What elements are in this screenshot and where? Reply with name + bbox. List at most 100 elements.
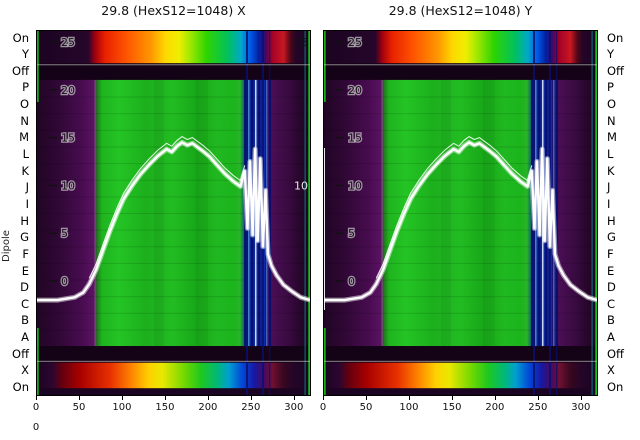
extra-zero-tick-label: 0: [32, 422, 40, 433]
row-label: Off: [12, 63, 29, 78]
row-label: G: [20, 230, 29, 245]
x-tick-mark: [207, 396, 209, 400]
row-label: P: [22, 80, 29, 95]
row-label: A: [607, 330, 615, 345]
row-label: X: [21, 363, 29, 378]
row-label: On: [12, 30, 29, 45]
row-label: N: [607, 113, 616, 128]
inner-y-tick-label: 25: [61, 36, 75, 49]
row-label: O: [607, 97, 617, 112]
x-tick-label: 150: [155, 402, 175, 413]
x-tick-label: 250: [528, 402, 548, 413]
row-label: N: [20, 113, 29, 128]
panel-title-x: 29.8 (HexS12=1048) X: [101, 3, 246, 18]
x-tick-label: 200: [198, 402, 218, 413]
row-label: F: [22, 246, 29, 261]
row-label: G: [607, 230, 616, 245]
x-tick-mark: [365, 396, 367, 400]
x-tick-mark: [121, 396, 123, 400]
row-label: I: [607, 196, 611, 211]
inner-y-tick-label: 20: [348, 84, 362, 97]
heatmap-image: 25 20 15 10 5 0: [323, 30, 598, 396]
row-label: L: [607, 147, 614, 162]
row-label: Off: [607, 346, 624, 361]
row-label: J: [607, 180, 611, 195]
x-tick-mark: [78, 396, 80, 400]
row-label: On: [607, 380, 624, 395]
overlay-curve-strand: [88, 136, 246, 279]
row-label: M: [19, 130, 29, 145]
row-label: Off: [12, 346, 29, 361]
row-label: K: [21, 163, 29, 178]
left-edge-white-line: [323, 148, 325, 310]
x-tick-label: 50: [359, 402, 373, 413]
row-label: M: [607, 130, 617, 145]
x-tick-mark: [408, 396, 410, 400]
row-label: I: [25, 196, 29, 211]
row-label: L: [22, 147, 29, 162]
x-tick-label: 300: [284, 402, 304, 413]
row-label: K: [607, 163, 615, 178]
row-label: J: [25, 180, 29, 195]
x-axis-panel-y: 0 50 100 150 200 250 300: [319, 396, 598, 424]
row-label: F: [607, 246, 614, 261]
x-tick-mark: [323, 396, 324, 400]
inner-y-tick-label: 0: [61, 275, 68, 288]
x-tick-label: 250: [241, 402, 261, 413]
x-tick-mark: [36, 396, 37, 400]
x-tick-mark: [250, 396, 252, 400]
inner-y-tick-label: 10: [61, 179, 75, 192]
panel-title-y: 29.8 (HexS12=1048) Y: [388, 3, 533, 18]
heatmap-panel-x: 25 20 15 10 5 0 25 10: [36, 30, 311, 396]
x-tick-mark: [293, 396, 295, 400]
overlay-curve: [36, 141, 311, 302]
row-label: O: [19, 97, 29, 112]
row-label: On: [607, 30, 624, 45]
x-tick-label: 150: [442, 402, 462, 413]
row-label: E: [607, 263, 615, 278]
x-tick-label: 300: [571, 402, 591, 413]
row-label: D: [20, 280, 29, 295]
x-tick-label: 50: [72, 402, 86, 413]
x-axis-panel-x: 0 50 100 150 200 250 300: [32, 396, 311, 424]
row-label: B: [607, 313, 615, 328]
inner-y-tick-label: 15: [348, 132, 362, 145]
inner-y-tick-label: 5: [348, 227, 355, 240]
row-label: Y: [607, 47, 615, 62]
x-tick-mark: [494, 396, 496, 400]
row-label: D: [607, 280, 616, 295]
x-tick-mark: [164, 396, 166, 400]
row-label: P: [607, 80, 614, 95]
x-tick-mark: [580, 396, 582, 400]
row-label: Off: [607, 63, 624, 78]
right-edge-tick-label: 25: [294, 36, 308, 49]
row-label: X: [607, 363, 615, 378]
row-labels-left: On Y Off P O N M L K J I H G F E D C B A Off X On: [0, 30, 33, 396]
x-tick-mark: [537, 396, 539, 400]
x-tick-label: 0: [319, 402, 327, 413]
inner-y-tick-label: 25: [348, 36, 362, 49]
heatmap-image: 25 20 15 10 5 0 25 10: [36, 30, 311, 396]
row-label: A: [21, 330, 29, 345]
x-tick-label: 100: [112, 402, 132, 413]
inner-y-tick-label: 20: [61, 84, 75, 97]
x-tick-mark: [451, 396, 453, 400]
overlay-curve-strand: [375, 136, 533, 279]
row-labels-right: On Y Off P O N M L K J I H G F E D C B A Off X On: [602, 30, 640, 396]
row-label: H: [20, 213, 29, 228]
row-label: On: [12, 380, 29, 395]
row-label: B: [21, 313, 29, 328]
inner-y-tick-label: 15: [61, 132, 75, 145]
x-tick-label: 0: [32, 402, 40, 413]
row-label: C: [607, 296, 616, 311]
row-label: H: [607, 213, 616, 228]
row-label: Y: [21, 47, 29, 62]
x-tick-label: 200: [485, 402, 505, 413]
row-label: C: [20, 296, 29, 311]
inner-y-tick-label: 5: [61, 227, 68, 240]
x-tick-label: 100: [399, 402, 419, 413]
row-label: E: [21, 263, 29, 278]
heatmap-panel-y: 25 20 15 10 5 0: [323, 30, 598, 396]
inner-y-tick-label: 0: [348, 275, 355, 288]
